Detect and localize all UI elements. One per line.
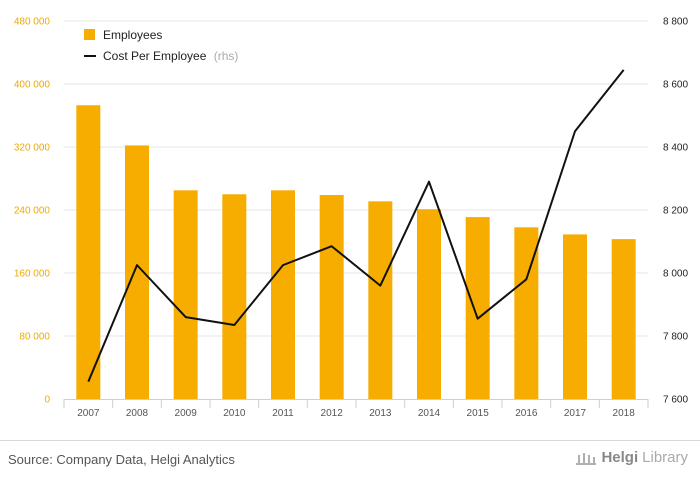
right-tick-label: 8 800 bbox=[663, 17, 688, 28]
x-tick-label: 2015 bbox=[467, 408, 490, 419]
right-tick-label: 8 000 bbox=[663, 269, 688, 280]
bar-employees bbox=[465, 217, 490, 399]
source-note: Source: Company Data, Helgi Analytics bbox=[8, 452, 235, 467]
svg-text:Cost Per Employee (rhs): Cost Per Employee (rhs) bbox=[103, 49, 238, 63]
line-cost-per-employee bbox=[87, 69, 625, 383]
x-tick-label: 2013 bbox=[369, 408, 392, 419]
x-tick-label: 2010 bbox=[223, 408, 246, 419]
brand-name-library: Library bbox=[642, 449, 688, 466]
combo-chart: 2007 2008 2009 2010 2011 2012 2013 2014 2015 2016… bbox=[14, 17, 689, 420]
legend-swatch-employees bbox=[84, 29, 95, 40]
cost-per-employee-line-group bbox=[87, 69, 625, 383]
employees-bars bbox=[76, 105, 636, 399]
legend: Employees Cost Per Employee (rhs) bbox=[84, 28, 238, 63]
legend-label-cost-per-employee: Cost Per Employee bbox=[103, 49, 207, 63]
legend-note-rhs: (rhs) bbox=[214, 49, 239, 63]
right-tick-label: 7 600 bbox=[663, 395, 688, 406]
x-tick-label: 2017 bbox=[564, 408, 587, 419]
bar-employees bbox=[417, 209, 441, 399]
left-tick-label: 400 000 bbox=[14, 80, 51, 91]
right-tick-label: 8 200 bbox=[663, 206, 688, 217]
x-axis: 2007 2008 2009 2010 2011 2012 2013 2014 2015 2016… bbox=[63, 399, 649, 419]
left-tick-label: 160 000 bbox=[14, 269, 51, 280]
brand-logo: Helgi Library bbox=[575, 449, 688, 466]
x-tick-label: 2018 bbox=[613, 408, 636, 419]
legend-label-employees: Employees bbox=[103, 28, 162, 42]
footer-divider bbox=[0, 440, 700, 441]
right-tick-label: 8 400 bbox=[663, 143, 688, 154]
left-y-axis: 0 80 000 160 000 240 000 320 000 400 000 480 0… bbox=[14, 17, 51, 406]
bar-employees bbox=[563, 234, 587, 399]
footer: Source: Company Data, Helgi Analytics He… bbox=[0, 440, 700, 483]
bar-employees bbox=[271, 190, 295, 399]
x-tick-label: 2014 bbox=[418, 408, 441, 419]
gridlines bbox=[64, 20, 648, 337]
right-tick-label: 8 600 bbox=[663, 80, 688, 91]
x-tick-label: 2012 bbox=[321, 408, 344, 419]
x-tick-label: 2007 bbox=[77, 408, 100, 419]
bar-employees bbox=[368, 201, 393, 399]
bar-employees bbox=[319, 195, 344, 399]
bar-employees bbox=[76, 105, 101, 399]
left-tick-label: 240 000 bbox=[14, 206, 51, 217]
right-y-axis: 7 600 7 800 8 000 8 200 8 400 8 600 8 800 bbox=[663, 17, 688, 406]
bar-employees bbox=[222, 194, 247, 399]
left-tick-label: 0 bbox=[44, 395, 50, 406]
right-tick-label: 7 800 bbox=[663, 332, 688, 343]
left-tick-label: 320 000 bbox=[14, 143, 51, 154]
bar-employees bbox=[173, 190, 198, 399]
x-tick-label: 2008 bbox=[126, 408, 149, 419]
library-building-icon bbox=[576, 452, 597, 465]
bar-employees bbox=[125, 145, 149, 399]
x-tick-label: 2009 bbox=[175, 408, 198, 419]
x-tick-label: 2011 bbox=[272, 408, 294, 419]
left-tick-label: 80 000 bbox=[19, 332, 50, 343]
brand-name-helgi: Helgi bbox=[601, 449, 639, 466]
left-tick-label: 480 000 bbox=[14, 17, 51, 28]
x-tick-label: 2016 bbox=[515, 408, 538, 419]
bar-employees bbox=[611, 239, 636, 399]
